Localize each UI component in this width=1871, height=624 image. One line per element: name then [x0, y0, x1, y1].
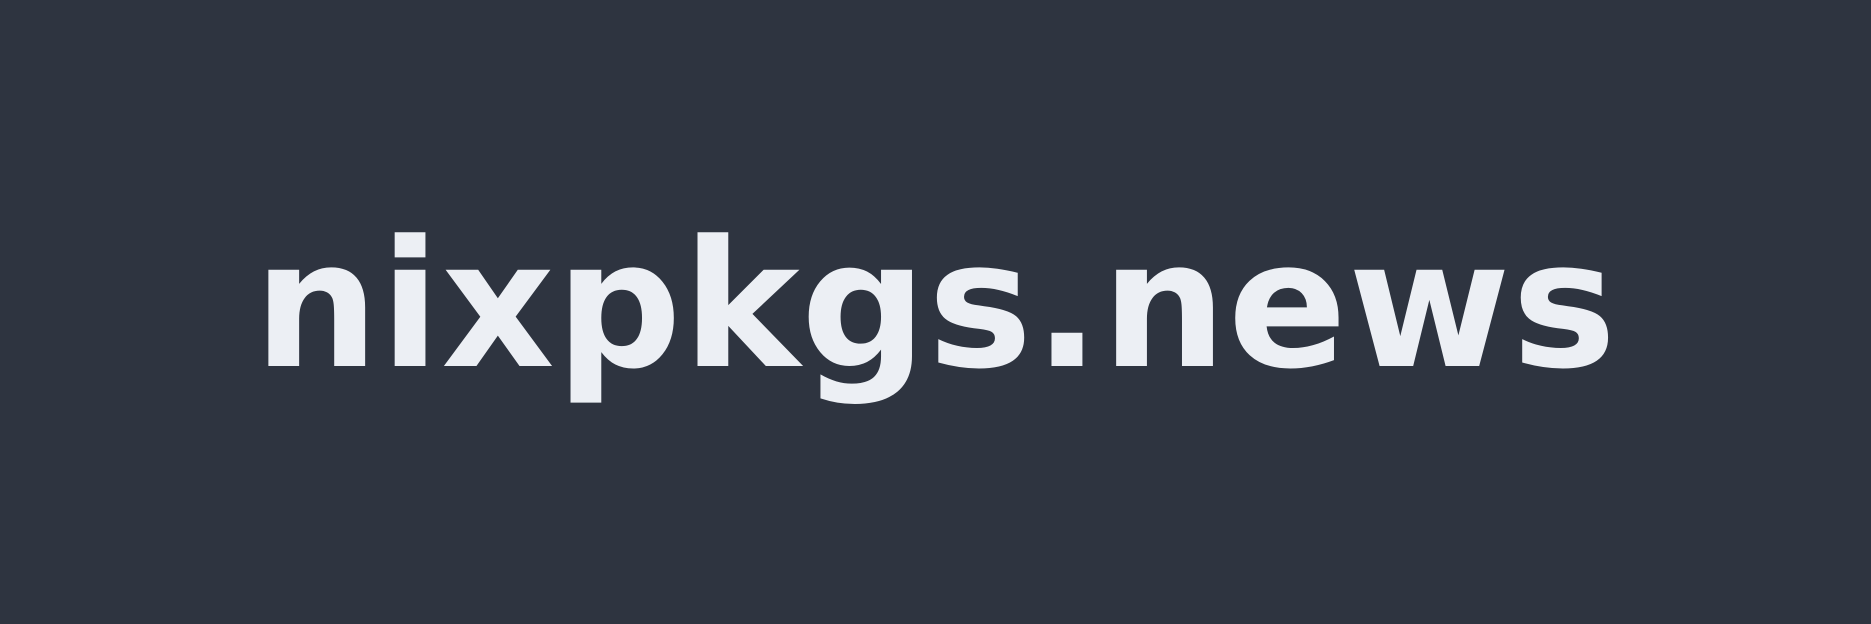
site-wordmark: nixpkgs.news [253, 203, 1618, 408]
